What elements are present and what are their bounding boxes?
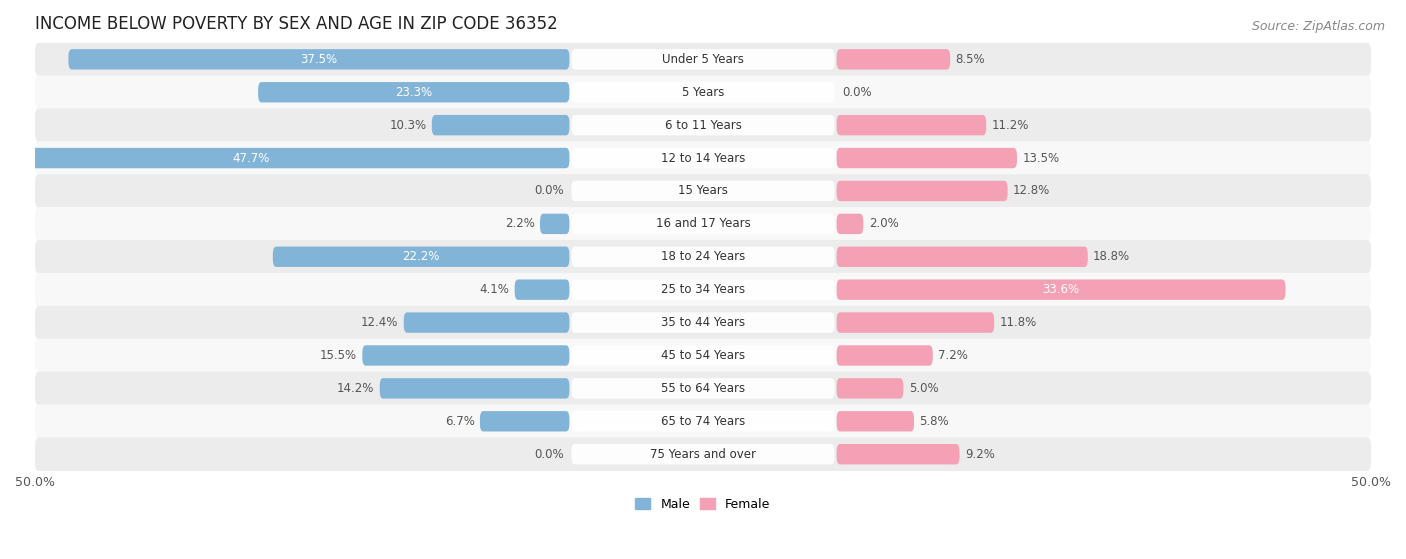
FancyBboxPatch shape [35,372,1371,405]
FancyBboxPatch shape [35,240,1371,273]
Text: 0.0%: 0.0% [534,448,564,461]
Text: 45 to 54 Years: 45 to 54 Years [661,349,745,362]
FancyBboxPatch shape [837,378,904,399]
FancyBboxPatch shape [404,312,569,333]
Text: 15 Years: 15 Years [678,184,728,197]
FancyBboxPatch shape [380,378,569,399]
FancyBboxPatch shape [571,411,835,432]
FancyBboxPatch shape [571,115,835,135]
Text: 35 to 44 Years: 35 to 44 Years [661,316,745,329]
FancyBboxPatch shape [837,280,1285,300]
Text: 6.7%: 6.7% [444,415,475,428]
Text: 22.2%: 22.2% [402,250,440,263]
FancyBboxPatch shape [363,345,569,366]
FancyBboxPatch shape [35,42,1371,76]
FancyBboxPatch shape [35,405,1371,438]
FancyBboxPatch shape [837,411,914,432]
Text: 13.5%: 13.5% [1022,151,1060,164]
FancyBboxPatch shape [837,148,1017,168]
FancyBboxPatch shape [837,181,1008,201]
Text: 5.0%: 5.0% [908,382,938,395]
FancyBboxPatch shape [837,49,950,69]
Text: 25 to 34 Years: 25 to 34 Years [661,283,745,296]
Text: 37.5%: 37.5% [301,53,337,66]
FancyBboxPatch shape [35,75,1371,109]
Text: 0.0%: 0.0% [534,184,564,197]
Text: 16 and 17 Years: 16 and 17 Years [655,217,751,230]
FancyBboxPatch shape [571,312,835,333]
FancyBboxPatch shape [540,214,569,234]
FancyBboxPatch shape [571,444,835,465]
Text: INCOME BELOW POVERTY BY SEX AND AGE IN ZIP CODE 36352: INCOME BELOW POVERTY BY SEX AND AGE IN Z… [35,15,558,33]
Text: 33.6%: 33.6% [1042,283,1080,296]
Text: 65 to 74 Years: 65 to 74 Years [661,415,745,428]
Text: 14.2%: 14.2% [337,382,374,395]
FancyBboxPatch shape [35,306,1371,339]
FancyBboxPatch shape [837,247,1088,267]
Legend: Male, Female: Male, Female [630,492,776,516]
FancyBboxPatch shape [571,148,835,168]
FancyBboxPatch shape [571,214,835,234]
Text: 5 Years: 5 Years [682,86,724,99]
FancyBboxPatch shape [35,141,1371,175]
Text: 11.2%: 11.2% [991,119,1029,132]
Text: 18.8%: 18.8% [1092,250,1130,263]
FancyBboxPatch shape [837,444,959,465]
Text: 12.4%: 12.4% [361,316,398,329]
Text: 9.2%: 9.2% [965,448,994,461]
FancyBboxPatch shape [571,82,835,102]
FancyBboxPatch shape [571,378,835,399]
FancyBboxPatch shape [515,280,569,300]
FancyBboxPatch shape [571,49,835,69]
FancyBboxPatch shape [273,247,569,267]
FancyBboxPatch shape [837,115,986,135]
FancyBboxPatch shape [35,339,1371,372]
Text: 10.3%: 10.3% [389,119,426,132]
FancyBboxPatch shape [35,174,1371,208]
FancyBboxPatch shape [69,49,569,69]
FancyBboxPatch shape [571,345,835,366]
FancyBboxPatch shape [35,273,1371,306]
FancyBboxPatch shape [837,345,932,366]
FancyBboxPatch shape [259,82,569,102]
Text: 11.8%: 11.8% [1000,316,1036,329]
Text: 6 to 11 Years: 6 to 11 Years [665,119,741,132]
FancyBboxPatch shape [432,115,569,135]
FancyBboxPatch shape [479,411,569,432]
FancyBboxPatch shape [35,437,1371,471]
Text: 2.2%: 2.2% [505,217,534,230]
Text: 23.3%: 23.3% [395,86,432,99]
Text: 7.2%: 7.2% [938,349,967,362]
Text: 12 to 14 Years: 12 to 14 Years [661,151,745,164]
Text: 2.0%: 2.0% [869,217,898,230]
Text: 12.8%: 12.8% [1012,184,1050,197]
Text: 55 to 64 Years: 55 to 64 Years [661,382,745,395]
Text: Under 5 Years: Under 5 Years [662,53,744,66]
Text: 0.0%: 0.0% [842,86,872,99]
FancyBboxPatch shape [571,280,835,300]
FancyBboxPatch shape [837,312,994,333]
Text: 18 to 24 Years: 18 to 24 Years [661,250,745,263]
FancyBboxPatch shape [571,247,835,267]
Text: 8.5%: 8.5% [956,53,986,66]
Text: 4.1%: 4.1% [479,283,509,296]
Text: 15.5%: 15.5% [319,349,357,362]
Text: 47.7%: 47.7% [232,151,270,164]
FancyBboxPatch shape [35,108,1371,142]
FancyBboxPatch shape [35,207,1371,240]
Text: 75 Years and over: 75 Years and over [650,448,756,461]
FancyBboxPatch shape [571,181,835,201]
FancyBboxPatch shape [0,148,569,168]
Text: 5.8%: 5.8% [920,415,949,428]
Text: Source: ZipAtlas.com: Source: ZipAtlas.com [1251,20,1385,32]
FancyBboxPatch shape [837,214,863,234]
